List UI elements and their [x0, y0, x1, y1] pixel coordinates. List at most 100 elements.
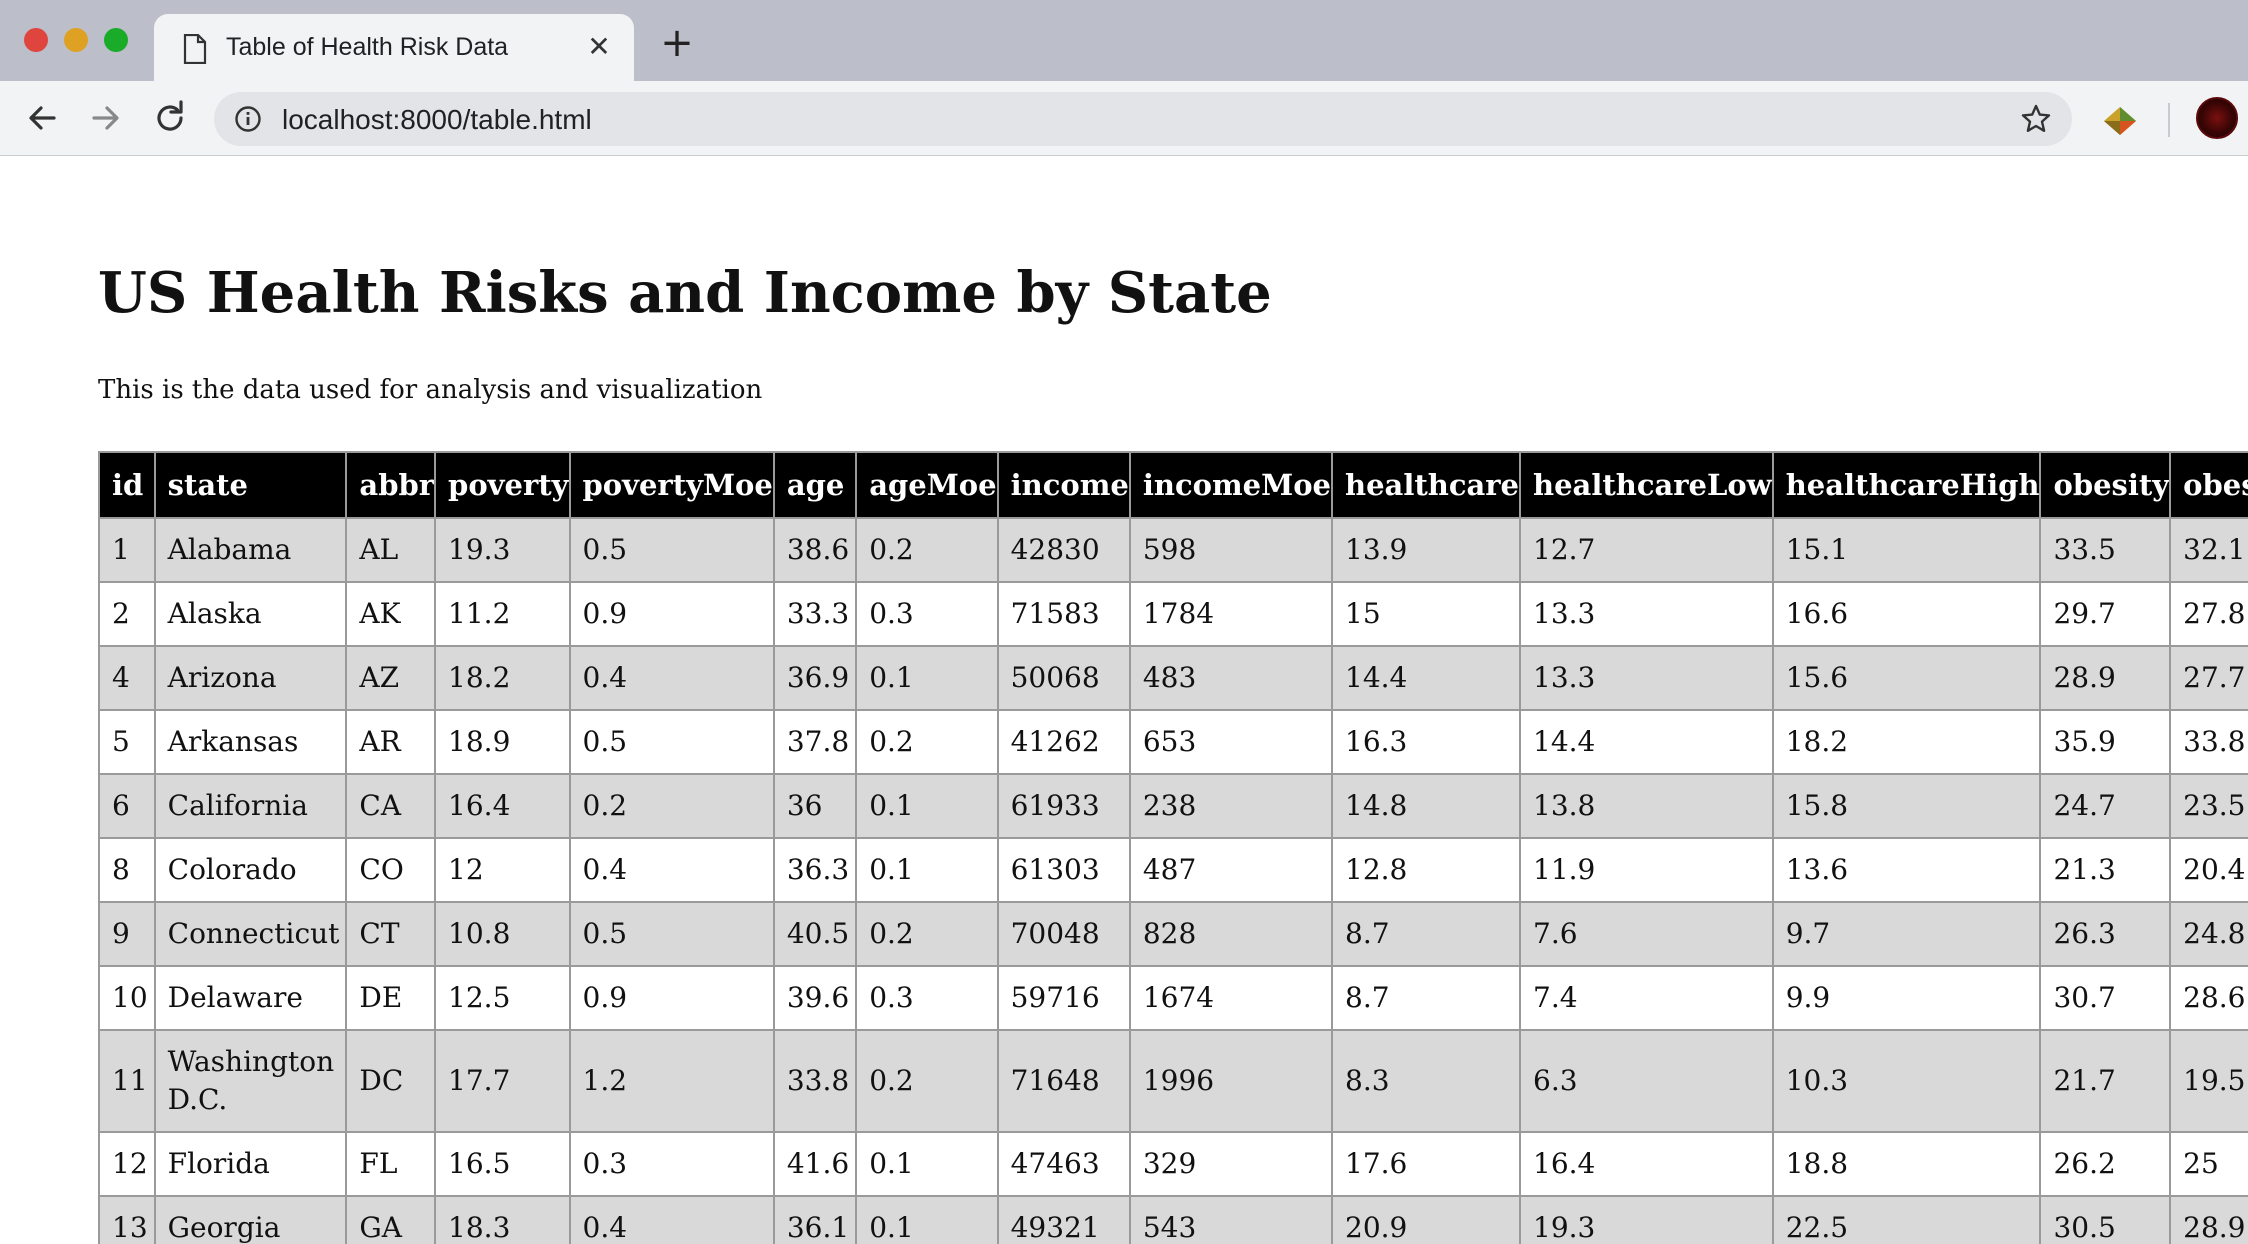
table-cell-povertyMoe: 0.5 [568, 709, 775, 775]
table-cell-state: Arizona [153, 645, 348, 711]
toolbar-divider [2168, 103, 2170, 137]
table-cell-healthcareLow: 14.4 [1519, 709, 1774, 775]
table-row: 8 Colorado CO 12 0.4 36.3 0.1 61303 487 12.8 11.9 1… [98, 837, 2248, 903]
page-title: US Health Risks and Income by State [98, 260, 1272, 326]
table-cell-poverty: 12 [434, 837, 571, 903]
window-minimize-button[interactable] [64, 28, 88, 52]
table-cell-state: Georgia [153, 1195, 348, 1244]
table-cell-incomeMoe: 1996 [1128, 1029, 1334, 1133]
table-cell-healthcareHigh: 9.9 [1771, 965, 2042, 1031]
table-cell-povertyMoe: 0.5 [568, 517, 775, 583]
table-cell-ageMoe: 0.1 [855, 773, 999, 839]
table-cell-age: 38.6 [772, 517, 858, 583]
table-cell-id: 13 [98, 1195, 156, 1244]
table-cell-healthcare: 14.4 [1331, 645, 1521, 711]
extension-icon[interactable] [2100, 103, 2140, 139]
table-cell-povertyMoe: 0.5 [568, 901, 775, 967]
document-icon [183, 34, 207, 64]
table-cell-ageMoe: 0.1 [855, 1131, 999, 1197]
table-cell-povertyMoe: 0.3 [568, 1131, 775, 1197]
table-cell-id: 1 [98, 517, 156, 583]
url-text[interactable]: localhost:8000/table.html [282, 104, 592, 135]
table-cell-povertyMoe: 0.9 [568, 581, 775, 647]
column-header-11: healthcareHigh [1771, 451, 2042, 519]
back-arrow-icon[interactable] [22, 98, 62, 138]
table-cell-obesity: 33.5 [2039, 517, 2172, 583]
table-cell-income: 50068 [996, 645, 1131, 711]
table-cell-state: Colorado [153, 837, 348, 903]
table-cell-healthcareHigh: 13.6 [1771, 837, 2042, 903]
table-cell-state: Arkansas [153, 709, 348, 775]
table-row: 5 Arkansas AR 18.9 0.5 37.8 0.2 41262 653 16.3 14.… [98, 709, 2248, 775]
table-cell-incomeMoe: 828 [1128, 901, 1334, 967]
table-cell-obesity: 24.7 [2039, 773, 2172, 839]
column-header-3: poverty [434, 451, 571, 519]
table-cell-healthcare: 16.3 [1331, 709, 1521, 775]
table-cell-poverty: 18.9 [434, 709, 571, 775]
table-row: 6 California CA 16.4 0.2 36 0.1 61933 238 14.8 13.… [98, 773, 2248, 839]
table-row: 12 Florida FL 16.5 0.3 41.6 0.1 47463 329 17.6 16.… [98, 1131, 2248, 1197]
table-row: 4 Arizona AZ 18.2 0.4 36.9 0.1 50068 483 14.4 13.3… [98, 645, 2248, 711]
table-cell-income: 61303 [996, 837, 1131, 903]
table-cell-income: 59716 [996, 965, 1131, 1031]
table-cell-income: 49321 [996, 1195, 1131, 1244]
table-cell-ageMoe: 0.2 [855, 1029, 999, 1133]
info-icon[interactable] [234, 105, 262, 133]
window-close-button[interactable] [24, 28, 48, 52]
column-header-7: income [996, 451, 1131, 519]
table-cell-incomeMoe: 329 [1128, 1131, 1334, 1197]
column-header-9: healthcare [1331, 451, 1521, 519]
table-cell-id: 4 [98, 645, 156, 711]
new-tab-button[interactable]: + [660, 20, 694, 66]
table-cell-incomeMoe: 653 [1128, 709, 1334, 775]
reload-icon[interactable] [150, 98, 190, 138]
star-icon[interactable] [2020, 103, 2052, 135]
table-cell-healthcareHigh: 15.1 [1771, 517, 2042, 583]
column-header-4: povertyMoe [568, 451, 775, 519]
table-cell-healthcareHigh: 18.2 [1771, 709, 2042, 775]
column-header-6: ageMoe [855, 451, 999, 519]
table-cell-id: 2 [98, 581, 156, 647]
table-cell-healthcareLow: 11.9 [1519, 837, 1774, 903]
avatar[interactable] [2196, 97, 2238, 139]
forward-arrow-icon[interactable] [86, 98, 126, 138]
table-cell-healthcareLow: 13.8 [1519, 773, 1774, 839]
table-cell-abbr: DC [345, 1029, 437, 1133]
table-cell-ageMoe: 0.3 [855, 581, 999, 647]
table-row: 1 Alabama AL 19.3 0.5 38.6 0.2 42830 598 13.9 12.7… [98, 517, 2248, 583]
browser-toolbar: localhost:8000/table.html [0, 81, 2248, 156]
table-cell-income: 47463 [996, 1131, 1131, 1197]
table-cell-obesity: 29.7 [2039, 581, 2172, 647]
table-cell-abbr: CA [345, 773, 437, 839]
table-cell-income: 70048 [996, 901, 1131, 967]
table-cell-age: 36 [772, 773, 858, 839]
table-cell-state: Alaska [153, 581, 348, 647]
table-cell-healthcareHigh: 10.3 [1771, 1029, 2042, 1133]
table-cell-incomeMoe: 1784 [1128, 581, 1334, 647]
column-header-8: incomeMoe [1128, 451, 1334, 519]
table-cell-poverty: 12.5 [434, 965, 571, 1031]
table-cell-obesit: 25 [2169, 1131, 2248, 1197]
address-bar[interactable]: localhost:8000/table.html [214, 92, 2072, 146]
table-cell-id: 6 [98, 773, 156, 839]
table-cell-obesity: 30.5 [2039, 1195, 2172, 1244]
table-row: 13 Georgia GA 18.3 0.4 36.1 0.1 49321 543 20.9 19.… [98, 1195, 2248, 1244]
table-cell-incomeMoe: 483 [1128, 645, 1334, 711]
table-cell-age: 40.5 [772, 901, 858, 967]
table-cell-abbr: DE [345, 965, 437, 1031]
table-cell-obesit: 28.6 [2169, 965, 2248, 1031]
table-cell-abbr: FL [345, 1131, 437, 1197]
table-cell-povertyMoe: 0.4 [568, 837, 775, 903]
table-row: 11 Washington D.C. DC 17.7 1.2 33.8 0.2 71648 19… [98, 1029, 2248, 1133]
browser-tab[interactable]: Table of Health Risk Data ✕ [154, 14, 634, 81]
table-cell-age: 33.8 [772, 1029, 858, 1133]
tab-close-icon[interactable]: ✕ [587, 30, 611, 63]
table-cell-healthcareLow: 6.3 [1519, 1029, 1774, 1133]
column-header-0: id [98, 451, 156, 519]
table-cell-age: 36.3 [772, 837, 858, 903]
table-header-row: id state abbr poverty povertyMoe age ageMoe inc… [98, 451, 2248, 519]
window-maximize-button[interactable] [104, 28, 128, 52]
table-cell-obesit: 23.5 [2169, 773, 2248, 839]
table-cell-state: California [153, 773, 348, 839]
table-cell-state: Washington D.C. [153, 1029, 348, 1133]
